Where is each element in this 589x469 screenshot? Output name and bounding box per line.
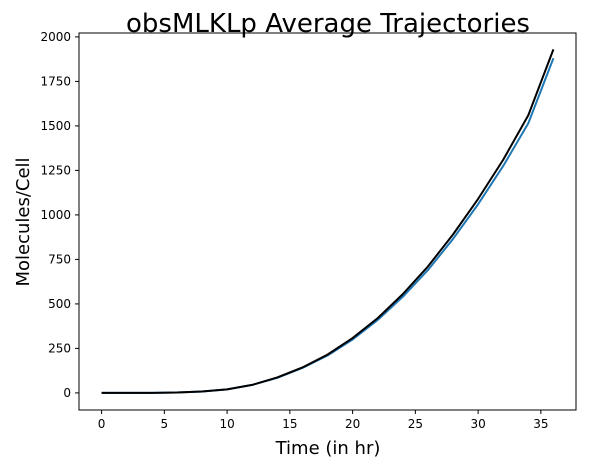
x-tick-label: 35 [533, 417, 548, 431]
y-tick-label: 0 [63, 386, 71, 400]
y-tick-label: 1500 [40, 119, 71, 133]
x-tick-label: 20 [345, 417, 360, 431]
series-line-2 [101, 49, 555, 394]
x-tick-label: 15 [282, 417, 297, 431]
x-axis: 0 5 10 15 20 25 30 35 [98, 410, 548, 431]
y-axis-title: Molecules/Cell [13, 157, 34, 286]
x-tick-label: 25 [408, 417, 423, 431]
y-tick-label: 2000 [40, 30, 71, 44]
x-axis-title: Time (in hr) [275, 438, 381, 459]
series-line-1 [101, 57, 555, 394]
y-tick-label: 250 [48, 341, 71, 355]
x-tick-label: 10 [219, 417, 234, 431]
y-tick-label: 500 [48, 297, 71, 311]
y-tick-label: 1000 [40, 208, 71, 222]
chart-title: obsMLKLp Average Trajectories [126, 9, 530, 39]
x-tick-label: 30 [470, 417, 485, 431]
y-tick-label: 1250 [40, 163, 71, 177]
y-tick-label: 1750 [40, 74, 71, 88]
y-axis: 0 250 500 750 1000 1250 1500 1750 2000 [40, 30, 79, 400]
y-tick-label: 750 [48, 252, 71, 266]
x-tick-label: 5 [161, 417, 169, 431]
x-tick-label: 0 [98, 417, 106, 431]
axes-frame [78, 32, 577, 411]
plot-area [101, 49, 555, 394]
